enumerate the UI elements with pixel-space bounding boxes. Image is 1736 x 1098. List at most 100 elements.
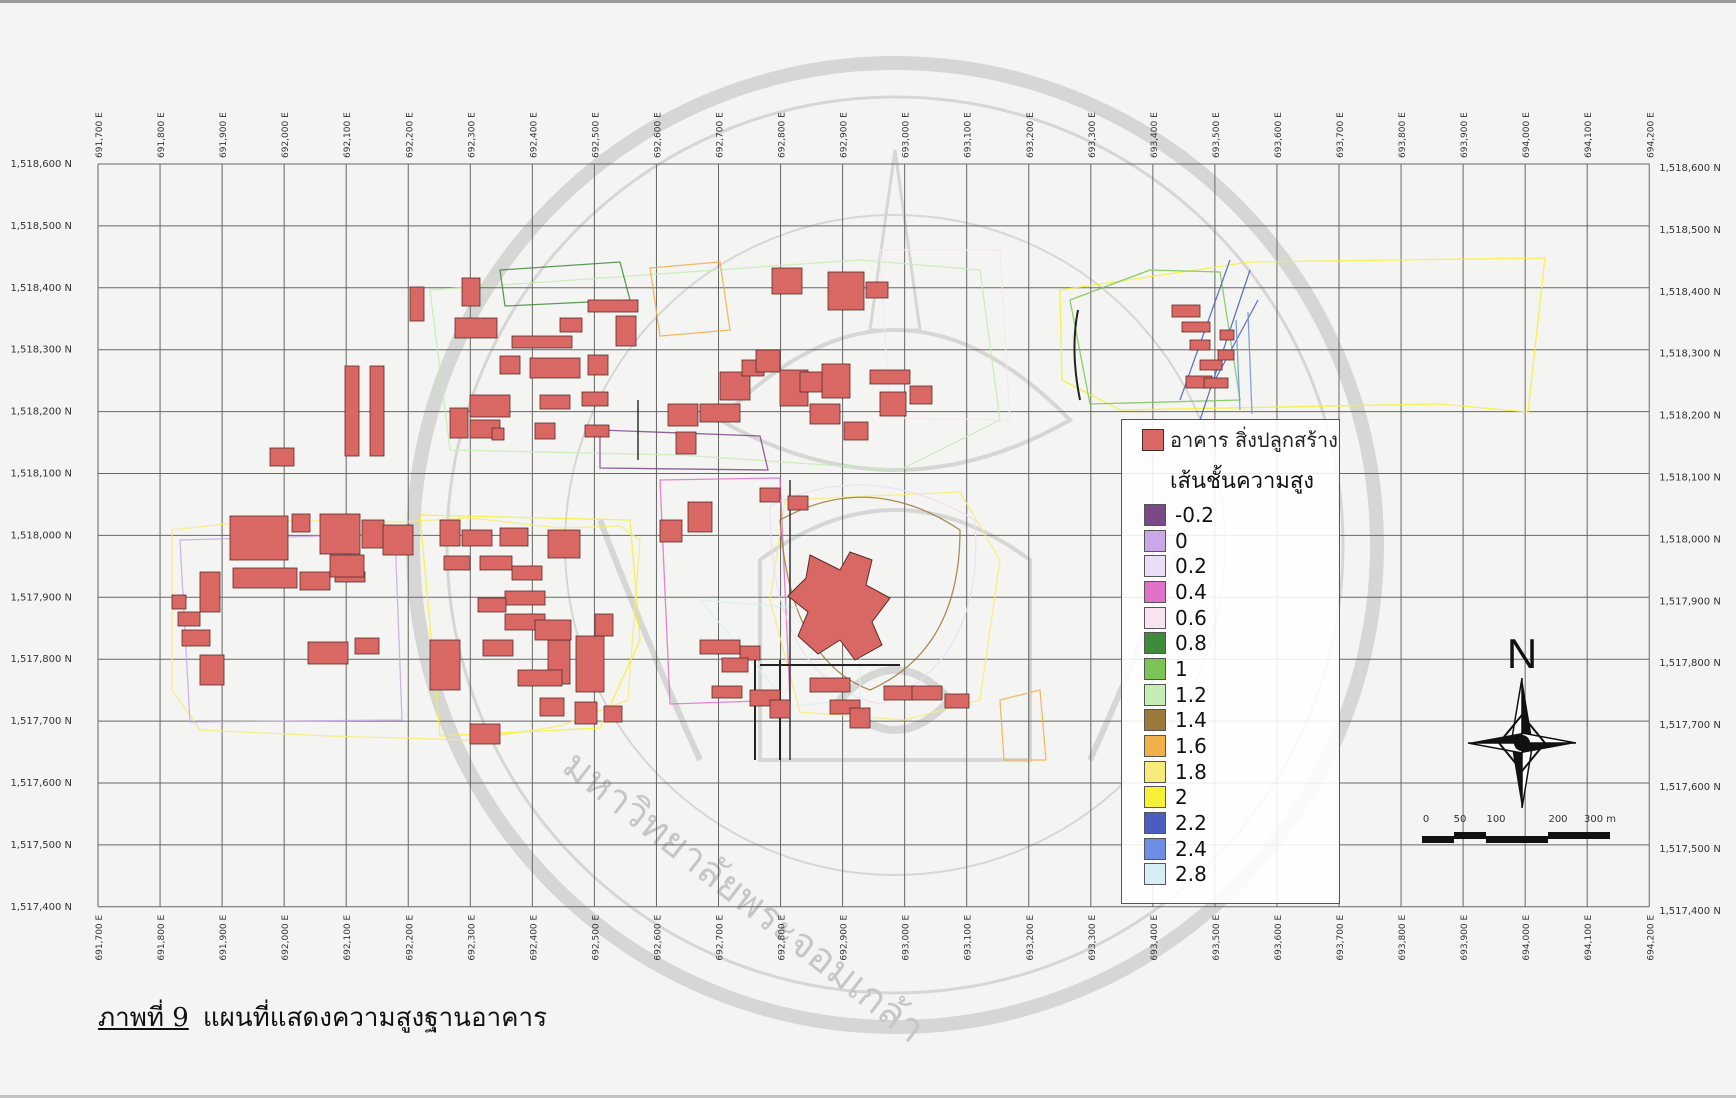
easting-label: 693,500 E — [1212, 914, 1222, 960]
legend-contour-row: 2 — [1144, 785, 1214, 811]
easting-label: 693,200 E — [1026, 914, 1036, 960]
building — [594, 613, 614, 637]
contour-line — [769, 491, 1001, 721]
building — [291, 513, 311, 533]
contour-value: 1.8 — [1175, 759, 1207, 784]
north-arrow: N — [1467, 630, 1577, 809]
building — [809, 677, 851, 693]
northing-label: 1,517,400 N — [10, 902, 72, 913]
contour-value: -0.2 — [1175, 502, 1215, 527]
contour-line — [419, 514, 641, 737]
building — [587, 354, 609, 376]
northing-label: 1,518,200 N — [1659, 411, 1721, 422]
building — [1189, 339, 1211, 351]
building — [687, 501, 713, 533]
building — [675, 431, 697, 455]
northing-label: 1,518,600 N — [10, 159, 72, 170]
northing-label: 1,518,600 N — [1659, 163, 1721, 174]
easting-label: 693,400 E — [1150, 112, 1160, 158]
northing-label: 1,518,500 N — [10, 221, 72, 232]
building — [869, 369, 911, 385]
building — [584, 424, 610, 438]
building — [479, 555, 513, 571]
contour-line — [698, 599, 861, 707]
legend-contour-row: -0.2 — [1144, 502, 1214, 528]
building — [499, 355, 521, 375]
road-edge — [1073, 309, 1081, 401]
contour-swatch — [1144, 503, 1166, 526]
contour-line — [649, 261, 731, 337]
easting-label: 691,700 E — [95, 112, 105, 158]
figure-title: แผนที่แสดงความสูงฐานอาคาร — [202, 1003, 548, 1033]
contour-swatch — [1144, 863, 1166, 886]
building — [469, 723, 501, 745]
contour-swatch — [1144, 529, 1166, 552]
scale-tick-label: 300 m — [1584, 814, 1616, 825]
northing-label: 1,517,900 N — [10, 592, 72, 603]
building — [739, 645, 761, 661]
building — [769, 699, 791, 719]
legend-contour-row: 1.2 — [1144, 682, 1214, 708]
scale-bar: 0 50 100 200 300 m — [1422, 814, 1616, 843]
contour-swatch — [1144, 735, 1166, 758]
legend-contour-row: 2.2 — [1144, 810, 1214, 836]
building — [517, 669, 563, 687]
northing-label: 1,517,700 N — [10, 716, 72, 727]
contour-value: 0.8 — [1175, 631, 1207, 656]
building — [534, 619, 572, 641]
contour-swatch — [1144, 786, 1166, 809]
figure-number: ภาพที่ 9 — [98, 1003, 189, 1033]
northing-label: 1,517,800 N — [10, 654, 72, 665]
building — [574, 701, 598, 725]
northing-labels-right: 1,518,600 N 1,518,500 N 1,518,400 N 1,518,3… — [1659, 163, 1721, 917]
contour-swatch — [1144, 632, 1166, 655]
building — [1219, 329, 1235, 341]
northing-label: 1,518,500 N — [1659, 225, 1721, 236]
easting-labels-top: 691,700 E 691,800 E 691,900 E 692,000 E 692,… — [95, 112, 1656, 158]
northing-labels-left: 1,518,600 N 1,518,500 N 1,518,400 N 1,518,3… — [10, 159, 72, 913]
legend-building-label: อาคาร สิ่งปลูกสร้าง — [1170, 428, 1338, 452]
building — [534, 422, 556, 440]
contour-swatch — [1144, 606, 1166, 629]
easting-label: 691,800 E — [157, 112, 167, 158]
contour-swatch — [1144, 709, 1166, 732]
easting-label: 692,800 E — [778, 112, 788, 158]
building — [177, 611, 201, 627]
legend-building-entry: อาคาร สิ่งปลูกสร้าง — [1142, 424, 1338, 456]
building — [461, 277, 481, 307]
easting-label: 692,600 E — [653, 112, 663, 158]
northing-label: 1,518,000 N — [10, 530, 72, 541]
building — [879, 391, 907, 417]
building — [603, 705, 623, 723]
building — [755, 349, 781, 373]
building — [482, 639, 514, 657]
easting-label: 693,600 E — [1274, 914, 1284, 960]
easting-label: 693,700 E — [1336, 112, 1346, 158]
contour-line — [879, 249, 1011, 421]
legend-contour-row: 0.8 — [1144, 630, 1214, 656]
easting-label: 692,400 E — [529, 112, 539, 158]
easting-label: 692,900 E — [840, 914, 850, 960]
building — [821, 363, 851, 399]
contour-line — [1235, 311, 1253, 415]
building — [711, 685, 743, 699]
building — [1199, 359, 1223, 371]
easting-label: 693,900 E — [1460, 914, 1470, 960]
easting-label: 694,200 E — [1646, 914, 1656, 960]
building — [454, 317, 498, 339]
building — [369, 365, 385, 457]
contour-line — [179, 533, 403, 723]
northing-label: 1,518,300 N — [1659, 349, 1721, 360]
map-legend: อาคาร สิ่งปลูกสร้าง เส้นชั้นความสูง -0.2… — [1121, 419, 1340, 904]
contour-line — [1059, 257, 1546, 413]
northing-label: 1,518,100 N — [1659, 473, 1721, 484]
building — [504, 590, 546, 606]
building — [439, 519, 461, 547]
building — [559, 317, 583, 333]
easting-label: 693,200 E — [1026, 112, 1036, 158]
building — [382, 524, 414, 556]
easting-label: 694,000 E — [1522, 914, 1532, 960]
easting-label: 693,600 E — [1274, 112, 1284, 158]
northing-label: 1,517,500 N — [10, 840, 72, 851]
contour-line — [769, 484, 977, 705]
